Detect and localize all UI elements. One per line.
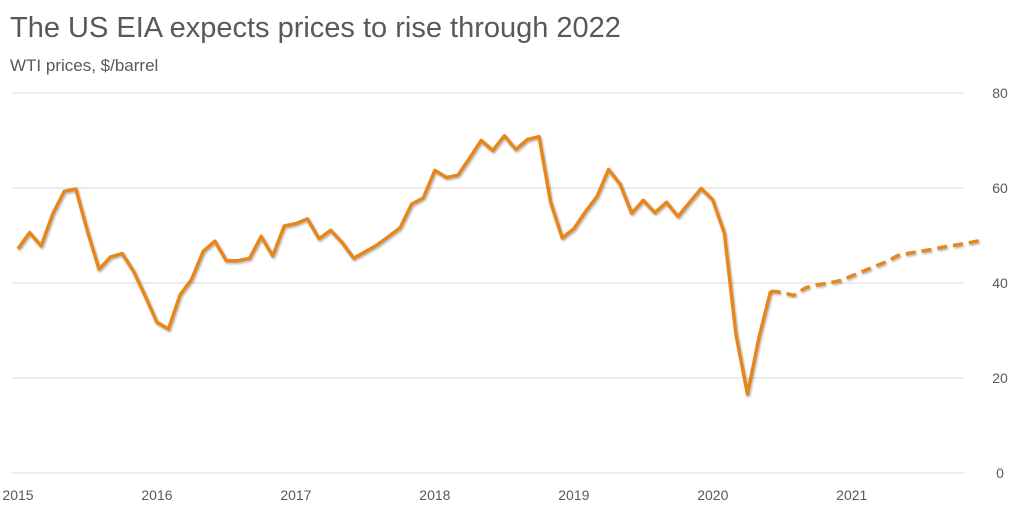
x-tick-label: 2020: [697, 487, 728, 503]
y-tick-label: 0: [996, 465, 1004, 481]
x-tick-label: 2016: [141, 487, 172, 503]
y-tick-label: 80: [992, 85, 1008, 101]
x-tick-label: 2015: [2, 487, 33, 503]
forecast-line: [770, 238, 980, 298]
y-tick-label: 20: [992, 370, 1008, 386]
chart-title: The US EIA expects prices to rise throug…: [10, 12, 621, 44]
y-tick-label: 60: [992, 180, 1008, 196]
x-tick-label: 2021: [836, 487, 867, 503]
x-tick-label: 2018: [419, 487, 450, 503]
y-tick-label: 40: [992, 275, 1008, 291]
price-line: [16, 134, 773, 396]
chart-subtitle: WTI prices, $/barrel: [10, 56, 159, 75]
x-tick-label: 2017: [280, 487, 311, 503]
x-tick-label: 2019: [558, 487, 589, 503]
